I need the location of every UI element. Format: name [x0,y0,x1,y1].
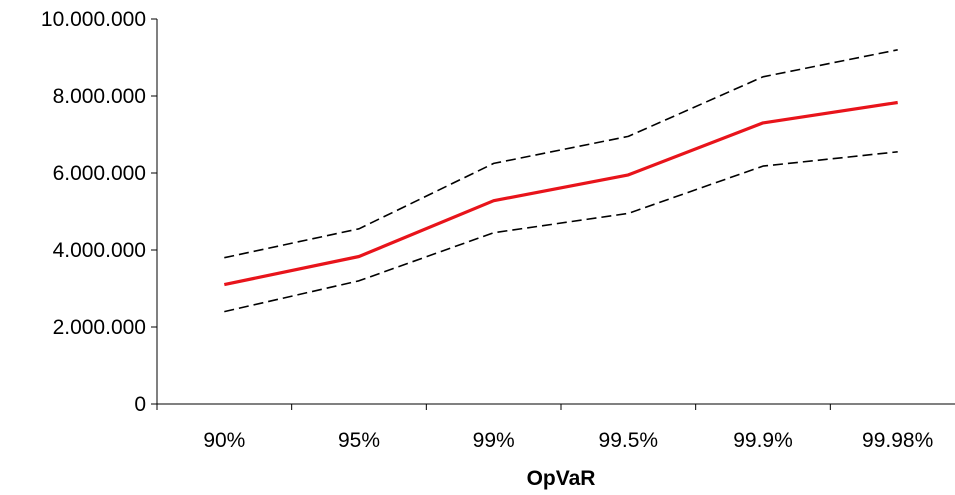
x-tick-label: 90% [203,429,245,452]
series-line-estimate [223,100,898,287]
series-line-upper [224,49,898,259]
y-tick-label: 8.000.000 [53,85,146,108]
x-tick-label: 99.9% [733,429,793,452]
x-axis-ticks: 90% 95% 99% 99.5% 99.9% 99.98% [156,404,933,452]
plot-lines [223,49,898,313]
x-tick-label: 95% [338,429,380,452]
y-tick-label: 4.000.000 [53,239,146,262]
series-line-lower [224,151,898,313]
y-tick-label: 10.000.000 [41,8,146,31]
y-axis-ticks: 0 2.000.000 4.000.000 6.000.000 8.000.000 10.… [41,8,157,416]
y-tick-label: 6.000.000 [53,162,146,185]
y-tick-label: 2.000.000 [53,316,146,339]
x-axis-title: OpVaR [527,467,596,490]
y-tick-label: 0 [134,393,146,416]
x-tick-label: 99% [473,429,515,452]
x-tick-label: 99.5% [599,429,659,452]
x-tick-label: 99.98% [862,429,933,452]
